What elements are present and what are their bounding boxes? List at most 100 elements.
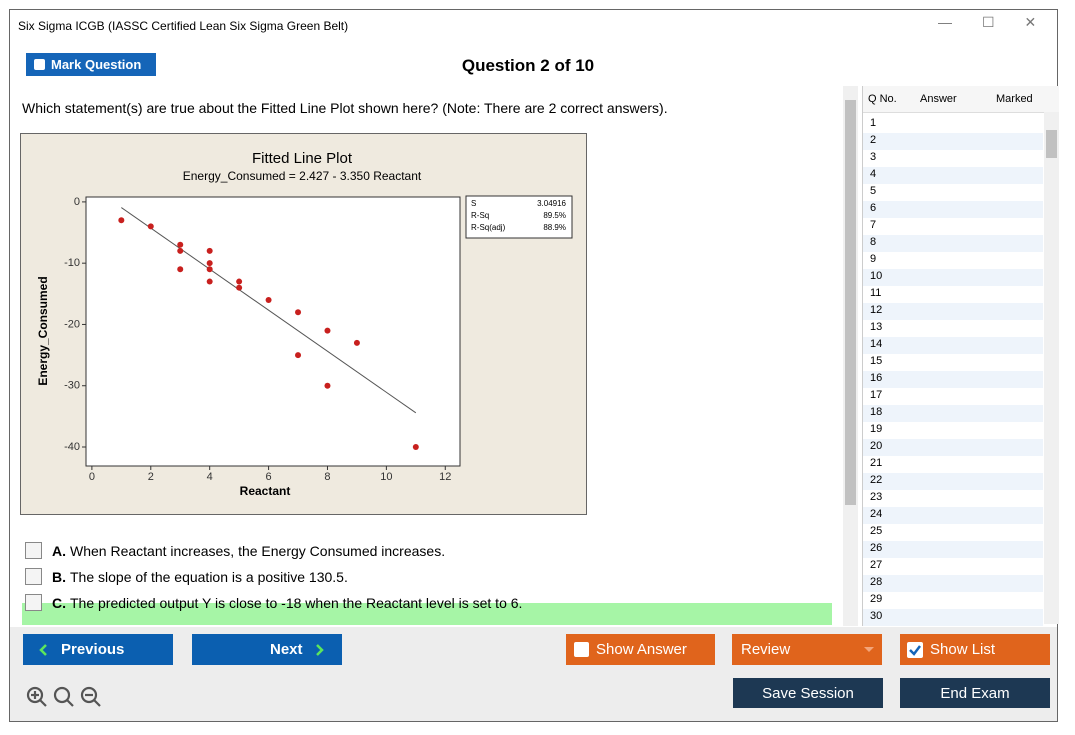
list-number: 4 (870, 168, 877, 180)
list-number: 10 (870, 270, 883, 282)
list-row-stripe (863, 133, 1043, 150)
option-text: The predicted output Y is close to -18 w… (70, 595, 523, 611)
data-point (236, 278, 243, 285)
list-number: 29 (870, 593, 883, 605)
option-letter: A. (52, 543, 66, 559)
option-text: When Reactant increases, the Energy Cons… (70, 543, 446, 559)
y-tick-label: -20 (64, 318, 80, 330)
options-cutoff (22, 618, 832, 625)
data-point (295, 309, 302, 316)
data-point (206, 266, 213, 273)
list-number: 7 (870, 219, 877, 231)
data-point (206, 278, 213, 285)
list-row-stripe (863, 337, 1043, 354)
list-header: Q No. (868, 93, 897, 105)
data-point (177, 241, 184, 248)
option-letter: C. (52, 595, 66, 611)
x-tick-label: 6 (266, 471, 272, 483)
x-tick-label: 2 (148, 471, 154, 483)
show-list-button[interactable]: Show List (900, 634, 1050, 665)
x-tick-label: 0 (89, 471, 95, 483)
chart-title: Fitted Line Plot (252, 150, 353, 167)
question-text: Which statement(s) are true about the Fi… (22, 100, 668, 116)
list-number: 13 (870, 321, 883, 333)
data-point (324, 327, 331, 334)
y-axis-label: Energy_Consumed (36, 276, 50, 385)
review-button[interactable]: Review (732, 634, 882, 665)
chart-subtitle: Energy_Consumed = 2.427 - 3.350 Reactant (183, 169, 422, 183)
list-number: 9 (870, 253, 877, 265)
list-number: 14 (870, 338, 883, 350)
window-controls[interactable]: —☐✕ (938, 14, 1067, 30)
list-number: 8 (870, 236, 877, 248)
save-session-label: Save Session (762, 684, 854, 702)
data-point (177, 266, 184, 273)
mark-question-button[interactable]: Mark Question (26, 53, 156, 76)
list-number: 22 (870, 474, 883, 486)
data-point (324, 382, 331, 389)
x-tick-label: 10 (380, 471, 392, 483)
scrollbar[interactable] (843, 86, 858, 626)
end-exam-label: End Exam (940, 684, 1010, 702)
data-point (147, 223, 154, 230)
list-number: 17 (870, 389, 883, 401)
list-row-stripe (863, 609, 1043, 626)
list-number: 27 (870, 559, 883, 571)
stat-value: 3.04916 (537, 199, 566, 208)
list-row-stripe (863, 405, 1043, 422)
data-point (265, 296, 272, 303)
list-header: Marked (996, 93, 1033, 105)
list-number: 2 (870, 134, 877, 146)
list-number: 21 (870, 457, 883, 469)
data-point (206, 247, 213, 254)
list-scrollbar[interactable] (1044, 112, 1059, 624)
list-number: 12 (870, 304, 883, 316)
option-checkbox[interactable] (25, 568, 42, 585)
next-button[interactable]: Next (192, 634, 342, 665)
y-tick-label: -30 (64, 380, 80, 392)
data-point (353, 339, 360, 346)
list-number: 24 (870, 508, 883, 520)
x-tick-label: 4 (207, 471, 213, 483)
mark-question-label: Mark Question (51, 57, 142, 72)
list-number: 30 (870, 610, 883, 622)
list-number: 1 (870, 117, 877, 129)
list-row-stripe (863, 541, 1043, 558)
previous-button[interactable]: Previous (23, 634, 173, 665)
option-checkbox[interactable] (25, 594, 42, 611)
fitted-line-plot: Fitted Line Plot Energy_Consumed = 2.427… (20, 133, 587, 515)
next-label: Next (270, 641, 303, 658)
end-exam-button[interactable]: End Exam (900, 678, 1050, 708)
data-point (177, 247, 184, 254)
list-row-stripe (863, 167, 1043, 184)
option-letter: B. (52, 569, 66, 585)
question-list (862, 86, 1061, 626)
y-tick-label: 0 (74, 196, 80, 208)
stat-value: 88.9% (543, 223, 566, 232)
option-checkbox[interactable] (25, 542, 42, 559)
list-number: 18 (870, 406, 883, 418)
stat-label: S (471, 199, 476, 208)
list-number: 3 (870, 151, 877, 163)
data-point (412, 444, 419, 451)
list-number: 5 (870, 185, 877, 197)
show-list-label: Show List (930, 641, 996, 658)
list-row-stripe (863, 473, 1043, 490)
data-point (206, 260, 213, 267)
data-point (295, 352, 302, 359)
list-row-stripe (863, 303, 1043, 320)
list-row-stripe (863, 507, 1043, 524)
zoom-icons[interactable] (26, 686, 106, 710)
list-row-stripe (863, 371, 1043, 388)
stat-label: R-Sq(adj) (471, 223, 506, 232)
list-row-stripe (863, 201, 1043, 218)
show-answer-button[interactable]: Show Answer (566, 634, 715, 665)
list-number: 28 (870, 576, 883, 588)
list-number: 6 (870, 202, 877, 214)
list-header: Answer (920, 93, 957, 105)
stat-label: R-Sq (471, 211, 489, 220)
save-session-button[interactable]: Save Session (733, 678, 883, 708)
x-tick-label: 12 (439, 471, 451, 483)
list-number: 23 (870, 491, 883, 503)
y-tick-label: -10 (64, 257, 80, 269)
